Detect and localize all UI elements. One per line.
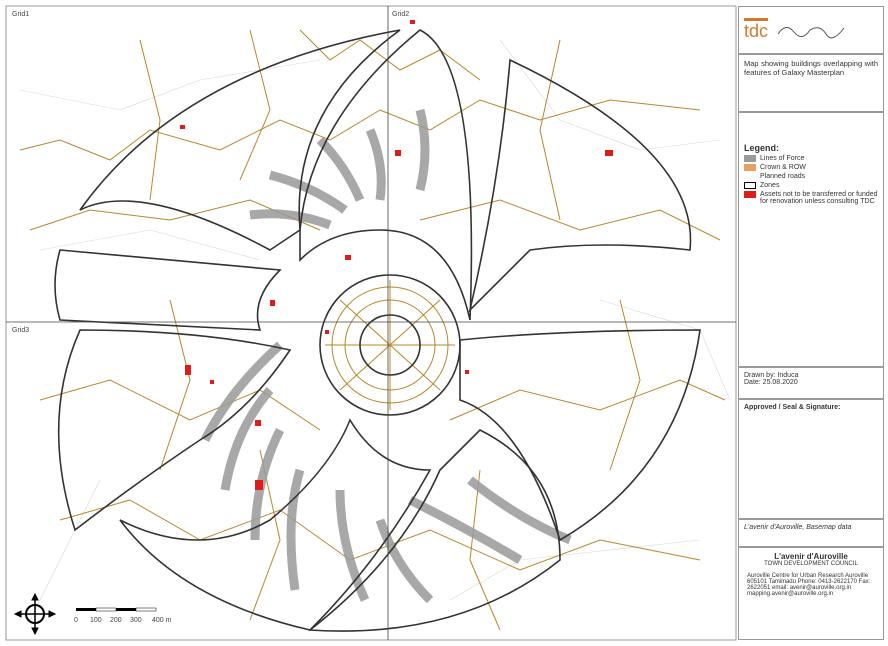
org-box: L'avenir d'Auroville TOWN DEVELOPMENT CO… [739, 548, 883, 601]
drawn-by: Drawn by: Induca [744, 372, 799, 379]
scale-label: 0 [74, 617, 78, 624]
title-box: Map showing buildings overlapping with f… [739, 55, 883, 113]
scale-label: 200 [110, 617, 122, 624]
sidebar: tdc Map showing buildings overlapping wi… [738, 6, 884, 640]
legend-heading: Legend: [744, 143, 779, 153]
date: Date: 25.08.2020 [744, 379, 798, 386]
drawn-box: Drawn by: Induca Date: 25.08.2020 [739, 368, 883, 400]
scale-label: 100 [90, 617, 102, 624]
org-name: L'avenir d'Auroville [774, 552, 848, 561]
org-sub: TOWN DEVELOPMENT COUNCIL [764, 561, 858, 567]
grid-label: Grid1 [12, 11, 29, 18]
zones [54, 29, 701, 632]
legend-label: Crown & ROW [760, 164, 806, 171]
address: Auroville Centre for Urban Research Auro… [747, 573, 871, 597]
north-arrow [13, 592, 57, 636]
legend-item: Assets not to be transferred or funded f… [744, 191, 878, 205]
buildings [180, 20, 613, 490]
scale-label: 300 [130, 617, 142, 624]
legend-label: Zones [760, 182, 780, 189]
scale-bar [76, 607, 157, 612]
signature [777, 27, 845, 39]
legend-label: Lines of Force [760, 155, 805, 162]
legend-label: Assets not to be transferred or funded f… [760, 191, 878, 205]
source: L'avenir d'Auroville, Basemap data [739, 520, 883, 548]
grid-label: Grid2 [392, 11, 409, 18]
legend-label: Planned roads [760, 173, 806, 180]
legend-item: Lines of Force [744, 155, 878, 162]
legend-item: Crown & ROW [744, 164, 878, 171]
logo-box: tdc [739, 7, 883, 55]
grid-label: Grid3 [12, 327, 29, 334]
legend: Legend: Lines of Force Crown & ROW Plann… [739, 113, 883, 368]
map: Grid1 Grid2 Grid3 0 100 200 300 400 m [5, 5, 737, 641]
logo: tdc [744, 18, 769, 42]
legend-item: Planned roads [744, 173, 878, 180]
approval: Approved / Seal & Signature: [739, 400, 883, 520]
roads [19, 29, 726, 631]
scale-label: 400 m [152, 617, 172, 624]
legend-item: Zones [744, 182, 878, 189]
